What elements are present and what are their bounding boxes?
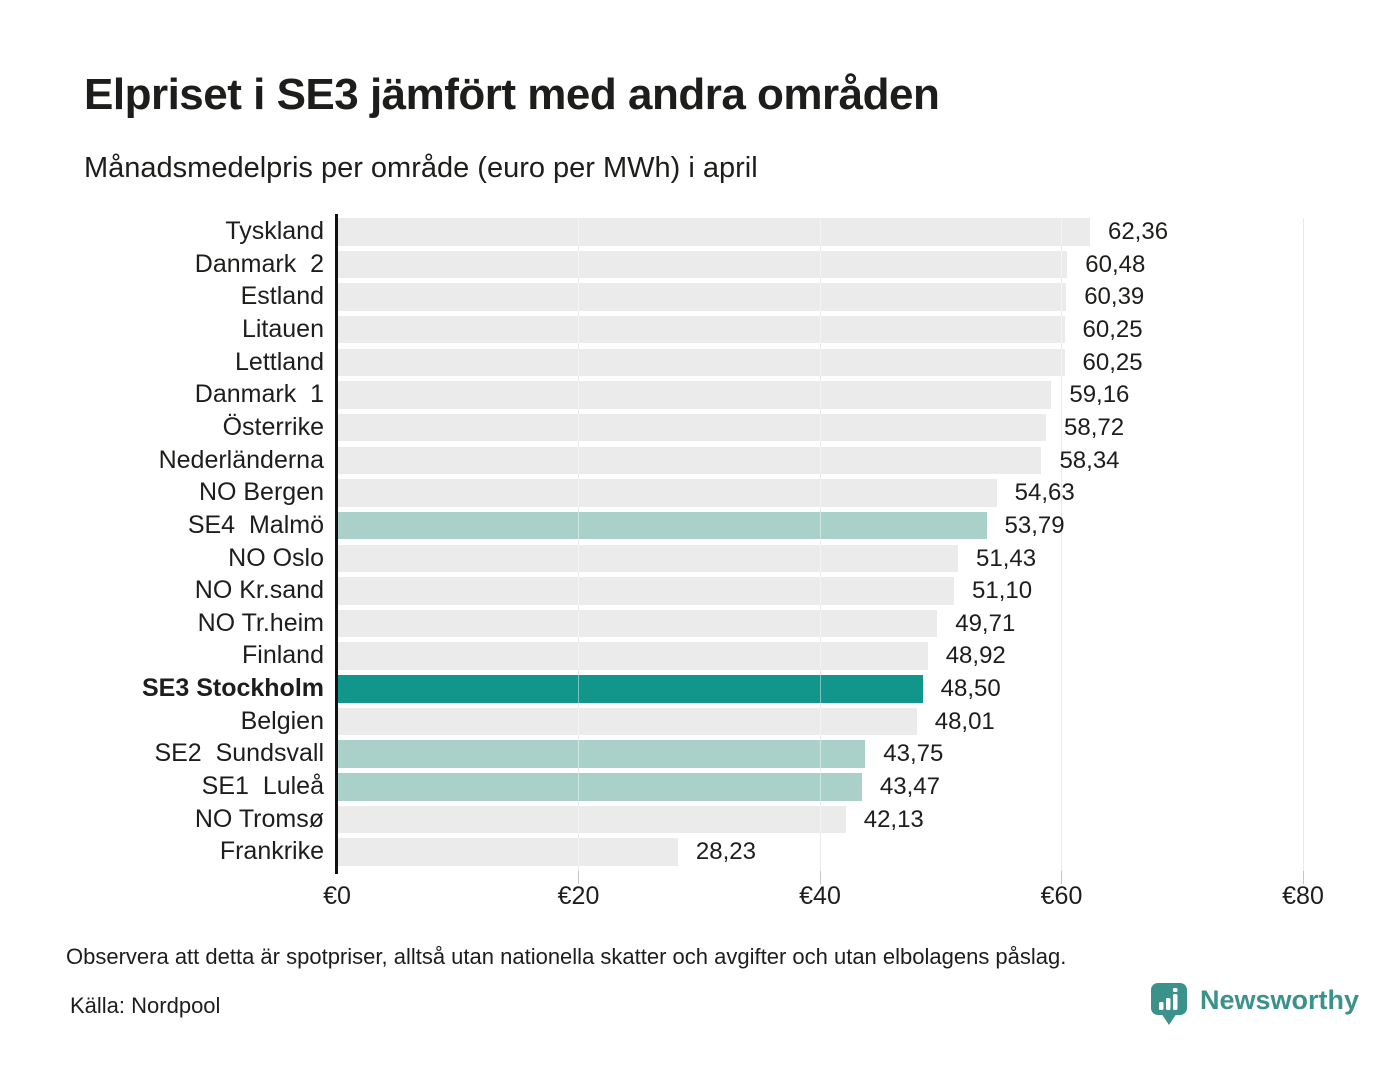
x-tick-label: €60 — [1040, 882, 1083, 910]
value-label: 28,23 — [695, 838, 756, 866]
bar — [337, 577, 955, 605]
category-label: Nederländerna — [158, 445, 324, 474]
source-line: Källa: Nordpool — [70, 993, 221, 1018]
tick-mark — [819, 871, 821, 884]
category-label: Estland — [240, 282, 324, 311]
bar — [337, 805, 846, 834]
category-label: Danmark 2 — [194, 249, 324, 278]
bar — [337, 511, 987, 540]
category-label: SE4 Malmö — [187, 510, 324, 539]
value-label: 43,47 — [879, 773, 940, 801]
tick-mark — [578, 871, 579, 884]
value-label: 48,50 — [940, 675, 1001, 703]
value-label: 54,63 — [1014, 479, 1075, 507]
category-label: Belgien — [240, 706, 324, 735]
value-label: 60,25 — [1082, 348, 1143, 376]
category-label: NO Kr.sand — [194, 576, 324, 605]
x-tick-label: €80 — [1282, 882, 1324, 910]
bar — [337, 838, 678, 866]
value-label: 43,75 — [883, 740, 944, 768]
x-tick-label: €40 — [799, 882, 841, 910]
value-label: 59,16 — [1069, 381, 1130, 409]
page-title: Elpriset i SE3 jämfört med andra områden — [84, 70, 940, 119]
category-label: Lettland — [235, 347, 324, 376]
x-tick-label: €0 — [323, 882, 351, 910]
category-label: NO Oslo — [228, 543, 324, 572]
bar — [337, 544, 959, 572]
x-tick-label: €20 — [557, 882, 600, 910]
category-label: SE1 Luleå — [201, 772, 324, 801]
y-axis-line — [335, 214, 338, 874]
tick-mark — [1061, 871, 1062, 884]
category-label: NO Bergen — [198, 478, 324, 507]
value-label: 48,01 — [934, 707, 995, 735]
newsworthy-logo: Newsworthy — [1150, 982, 1359, 1028]
category-label: NO Tromsø — [194, 804, 324, 833]
value-label: 51,10 — [972, 577, 1033, 605]
value-label: 60,25 — [1082, 315, 1143, 343]
bar — [337, 707, 917, 736]
bar — [337, 740, 866, 768]
value-label: 58,34 — [1059, 446, 1120, 474]
value-label: 48,92 — [945, 642, 1006, 670]
value-label: 42,13 — [863, 805, 924, 833]
gridline-overlay — [578, 218, 579, 871]
category-label: Österrike — [222, 412, 324, 441]
bar — [337, 381, 1052, 409]
bar — [337, 413, 1047, 442]
gridline-overlay — [1061, 218, 1062, 871]
value-label: 49,71 — [955, 609, 1016, 637]
bar — [337, 348, 1065, 377]
bar — [337, 479, 997, 507]
category-label: SE2 Sundsvall — [154, 739, 324, 768]
bar — [337, 609, 938, 638]
category-labels: Tyskland Danmark 2 Estland Litauen Lettland D… — [0, 217, 324, 871]
footnote: Observera att detta är spotpriser, allts… — [66, 944, 1067, 969]
x-axis: €0 €20 €40 €60 €80 — [323, 882, 1324, 916]
bar — [337, 283, 1067, 311]
tick-mark — [1302, 871, 1304, 884]
gridline-overlay — [1302, 218, 1304, 871]
plot-area: 62,36 60,48 60,39 60,25 60,25 59,16 58,72 58,34… — [335, 214, 1304, 884]
category-label: Litauen — [241, 314, 324, 343]
bar — [337, 315, 1065, 344]
gridline-overlay — [819, 218, 821, 871]
bar — [337, 218, 1090, 246]
bar — [337, 642, 928, 670]
value-label: 58,72 — [1064, 413, 1125, 441]
category-label: SE3 Stockholm — [142, 674, 324, 703]
bar — [337, 773, 862, 801]
logo-icon — [1151, 983, 1187, 1025]
chart-subtitle: Månadsmedelpris per område (euro per MWh… — [84, 152, 758, 184]
category-label: Tyskland — [225, 217, 324, 245]
value-label: 53,79 — [1004, 511, 1065, 539]
gridline — [1302, 218, 1304, 871]
bar — [337, 446, 1042, 475]
category-label: Danmark 1 — [194, 380, 324, 409]
category-label: Finland — [242, 641, 324, 670]
bar — [337, 250, 1068, 279]
value-label: 60,39 — [1084, 283, 1145, 311]
category-label: Frankrike — [219, 837, 324, 866]
value-label: 51,43 — [976, 544, 1037, 572]
value-label: 60,48 — [1085, 250, 1146, 278]
value-label: 62,36 — [1107, 218, 1169, 245]
logo-wordmark: Newsworthy — [1200, 984, 1360, 1015]
gridline — [1061, 218, 1062, 871]
category-label: NO Tr.heim — [197, 608, 324, 637]
bar — [337, 675, 923, 703]
